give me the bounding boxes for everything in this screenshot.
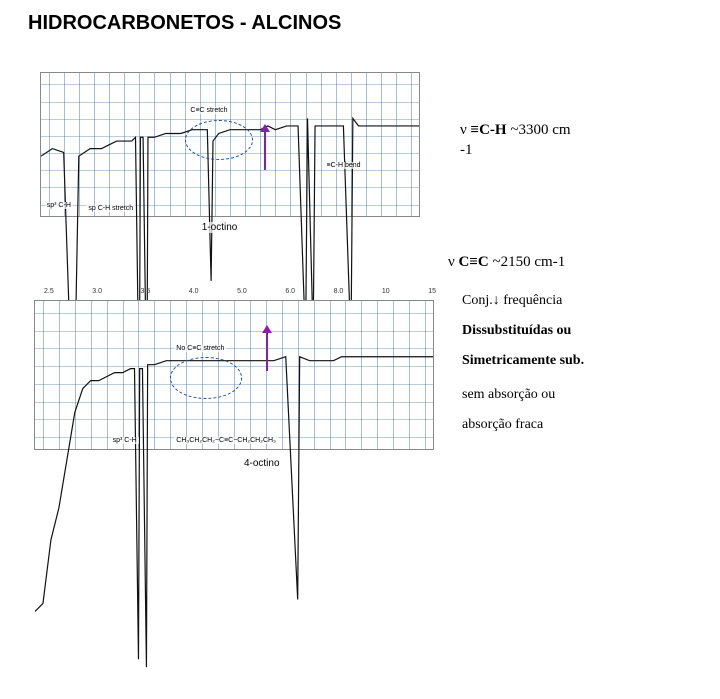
note-line: absorção fraca	[462, 416, 543, 435]
note-line: Conj.↓ frequência	[462, 292, 562, 311]
axis-tick: 3.5	[141, 288, 151, 295]
axis-tick: 8.0	[334, 288, 344, 295]
microns-axis: 2.5 3.0 3.5 4.0 5.0 6.0 8.0 10 15	[44, 288, 436, 295]
spectrum-label: C≡C stretch	[188, 107, 229, 114]
spectrum-label: sp³ C-H	[45, 202, 73, 209]
nu-symbol: ν	[460, 122, 471, 138]
axis-tick: 4.0	[189, 288, 199, 295]
spectrum-label: sp C-H stretch	[86, 205, 135, 212]
exp-neg1: -1	[460, 140, 571, 160]
axis-tick: 10	[382, 288, 390, 295]
nu-symbol: ν	[448, 254, 459, 270]
axis-tick: 3.0	[92, 288, 102, 295]
axis-tick: 5.0	[237, 288, 247, 295]
axis-tick: 2.5	[44, 288, 54, 295]
spectrum-label: sp³ C-H	[111, 437, 139, 444]
highlight-oval	[170, 357, 242, 398]
spectrum-label: ≡C-H bend	[325, 162, 363, 169]
note-line: sem absorção ou	[462, 386, 555, 405]
highlight-oval	[185, 120, 253, 160]
pointer-arrow	[266, 331, 268, 371]
freq-cc: ~2150 cm-1	[489, 254, 565, 270]
spectrum-1: sp³ C-Hsp C-H stretchC≡C stretch1-octino…	[40, 72, 420, 217]
spectrum-label: 4-octino	[242, 458, 282, 469]
pointer-arrow	[264, 130, 266, 170]
spectrum-label: CH₃CH₂CH₂−C≡C−CH₂CH₂CH₃	[174, 437, 278, 444]
note-line: Dissubstituídas ou	[462, 322, 571, 341]
spectrum-label: 1-octino	[200, 222, 240, 233]
axis-tick: 15	[428, 288, 436, 295]
freq-ch: ~3300 cm	[507, 122, 571, 138]
spectrum-label: No C≡C stretch	[174, 345, 226, 352]
axis-tick: 6.0	[285, 288, 295, 295]
annotation-cc-stretch: ν C≡C ~2150 cm-1	[448, 252, 565, 272]
bond-ch: ≡C-H	[471, 122, 507, 138]
slide-title: HIDROCARBONETOS - ALCINOS	[28, 12, 692, 35]
annotation-ch-stretch: ν ≡C-H ~3300 cm -1	[460, 120, 571, 161]
bond-cc: C≡C	[459, 254, 489, 270]
note-line: Simetricamente sub.	[462, 352, 584, 371]
spectrum-2: No C≡C stretch sp³ C-H CH₃CH₂CH₂−C≡C−CH₂CH…	[34, 300, 434, 450]
